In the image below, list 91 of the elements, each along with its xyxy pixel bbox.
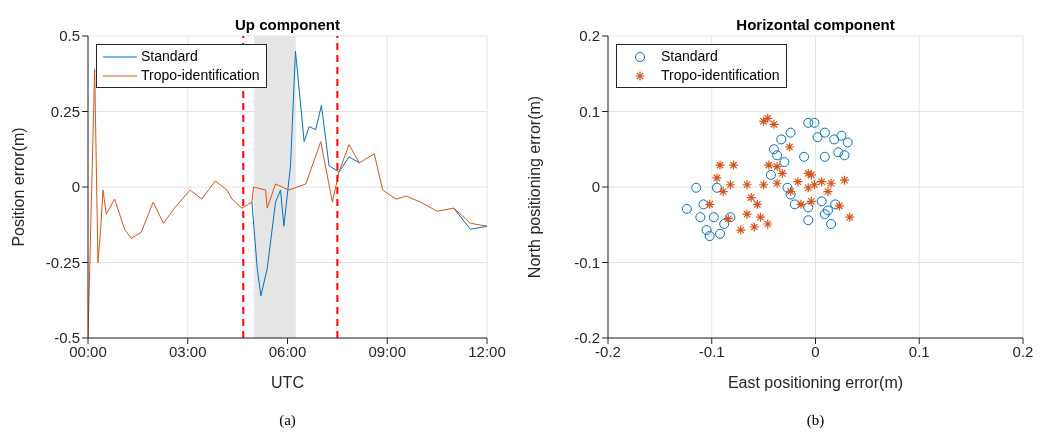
- x-tick-label: 03:00: [168, 342, 207, 360]
- point: [819, 151, 830, 162]
- point: [826, 219, 837, 229]
- point: [776, 134, 787, 145]
- point: [822, 205, 833, 216]
- point: [718, 186, 729, 197]
- x-tick-label: 0.1: [908, 342, 930, 360]
- point: [711, 172, 723, 184]
- point: [812, 132, 823, 143]
- point: [789, 199, 800, 210]
- point: [698, 199, 709, 210]
- x-tick-label: -0.1: [698, 342, 725, 360]
- point: [728, 160, 739, 171]
- point: [809, 117, 820, 128]
- point: [782, 182, 793, 193]
- text: (a): [278, 412, 297, 429]
- x-tick-label: 0: [811, 342, 820, 360]
- point: [785, 127, 796, 138]
- y-axis-title: Position error(m): [9, 127, 27, 247]
- point: [746, 192, 757, 203]
- point: [762, 218, 773, 230]
- legend-label: Standard: [141, 47, 198, 66]
- y-tick-label: -0.25: [45, 253, 80, 271]
- point: [681, 203, 692, 214]
- point: [768, 119, 780, 130]
- y-tick-label: 0.25: [50, 102, 80, 120]
- point: [839, 175, 850, 186]
- point: [836, 130, 847, 141]
- point: [803, 215, 814, 226]
- y-tick-label: 0.1: [579, 102, 600, 120]
- point: [779, 157, 790, 168]
- point: [711, 182, 722, 193]
- point: [792, 176, 803, 187]
- point: [708, 212, 719, 223]
- point: [825, 178, 837, 189]
- point: [842, 137, 853, 148]
- x-tick-label: 12:00: [468, 342, 506, 360]
- legend-label: Tropo-identification: [661, 66, 780, 85]
- x-axis-title: UTC: [271, 374, 304, 391]
- point: [844, 212, 855, 223]
- y-tick-label: 0: [71, 178, 80, 196]
- x-tick-label: 06:00: [268, 342, 307, 360]
- point: [725, 179, 736, 190]
- point: [704, 199, 715, 210]
- point: [816, 196, 827, 207]
- point: [701, 225, 712, 236]
- point: [777, 168, 788, 179]
- point: [834, 200, 845, 211]
- point: [755, 212, 766, 223]
- legend-label: Tropo-identification: [141, 66, 260, 85]
- y-axis-title: North positioning error(m): [525, 95, 543, 279]
- point: [735, 224, 746, 236]
- point: [769, 144, 779, 155]
- point: [704, 231, 715, 242]
- point: [758, 179, 769, 190]
- point: [772, 178, 783, 189]
- point: [749, 221, 760, 233]
- text: (b): [805, 412, 826, 429]
- point: [829, 134, 840, 145]
- y-tick-label: 0: [591, 178, 600, 196]
- point: [772, 150, 783, 161]
- x-axis-title: East positioning error(m): [727, 374, 904, 391]
- point: [803, 202, 814, 213]
- point: [714, 160, 726, 171]
- chart-title: Horizontal component: [735, 16, 896, 33]
- point: [784, 141, 795, 153]
- chart-title: Up component: [234, 16, 341, 33]
- point: [819, 209, 830, 220]
- point: [819, 127, 830, 138]
- point: [803, 117, 814, 128]
- point: [715, 228, 726, 239]
- y-tick-label: -0.1: [574, 253, 600, 271]
- x-tick-label: 09:00: [368, 342, 407, 360]
- point: [763, 160, 774, 171]
- point: [772, 161, 783, 172]
- y-tick-label: 0.5: [59, 27, 80, 45]
- point: [822, 186, 834, 197]
- x-tick-label: 0.2: [1012, 342, 1034, 360]
- point: [833, 147, 844, 158]
- point: [741, 209, 753, 220]
- legend-label: Standard: [661, 47, 718, 66]
- point: [695, 212, 706, 223]
- point: [799, 151, 810, 162]
- point: [691, 182, 702, 193]
- point: [719, 219, 730, 229]
- y-tick-label: 0.2: [579, 27, 600, 45]
- point: [752, 199, 763, 210]
- point: [765, 169, 776, 180]
- point: [839, 150, 850, 161]
- point: [758, 116, 769, 127]
- point: [741, 179, 753, 190]
